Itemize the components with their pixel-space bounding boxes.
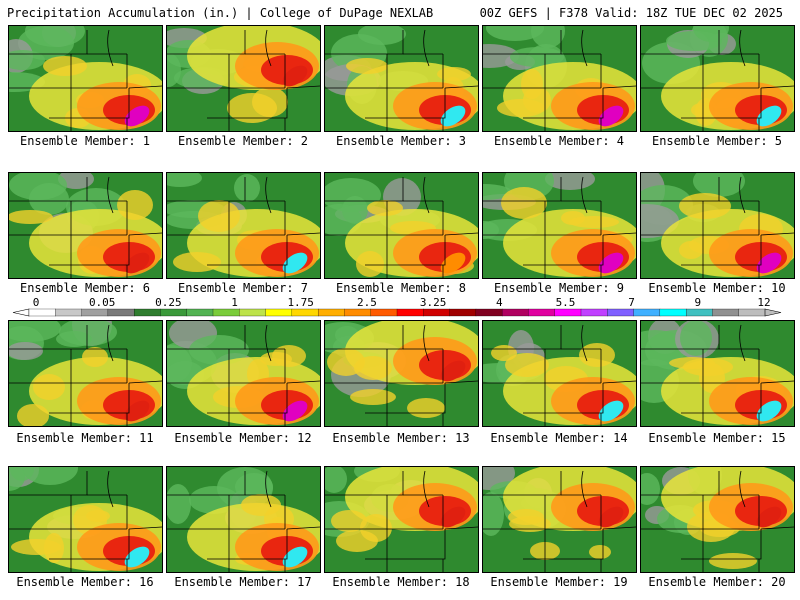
ensemble-member-label: Ensemble Member: 11: [16, 431, 154, 445]
run-info: 00Z GEFS | F378 Valid: 18Z TUE DEC 02 20…: [479, 6, 783, 20]
colorbar-swatch: [738, 308, 766, 317]
colorbar-swatch: [475, 308, 503, 317]
ensemble-member-label: Ensemble Member: 18: [332, 575, 470, 589]
colorbar-swatch: [396, 308, 424, 317]
ensemble-panel-5: [640, 25, 795, 132]
colorbar-swatch: [501, 308, 529, 317]
colorbar-tick-label: 7: [628, 297, 635, 309]
colorbar-swatch: [607, 308, 635, 317]
map-title: Precipitation Accumulation (in.) | Colle…: [7, 6, 434, 20]
colorbar-swatch: [554, 308, 582, 317]
colorbar-swatch: [317, 308, 345, 317]
ensemble-member-label: Ensemble Member: 2: [177, 134, 309, 148]
ensemble-member-label: Ensemble Member: 17: [174, 575, 312, 589]
ensemble-member-label: Ensemble Member: 5: [651, 134, 783, 148]
colorbar-swatch: [580, 308, 608, 317]
colorbar-swatch: [685, 308, 713, 317]
colorbar-tick-label: 2.5: [357, 297, 377, 309]
colorbar-max-arrow: [764, 308, 782, 317]
ensemble-panel-13: [324, 320, 479, 427]
colorbar-tick-label: 1.75: [287, 297, 314, 309]
ensemble-member-label: Ensemble Member: 16: [16, 575, 154, 589]
colorbar-swatch: [160, 308, 188, 317]
ensemble-member-label: Ensemble Member: 8: [335, 281, 467, 295]
colorbar-swatch: [712, 308, 740, 317]
ensemble-panel-9: [482, 172, 637, 279]
colorbar-swatch: [370, 308, 398, 317]
colorbar-tick-label: 0.05: [89, 297, 116, 309]
colorbar-min-arrow: [12, 308, 30, 317]
precip-colorbar: 0 0.05 0.25 1 1.75 2.5 3.25 4 5.5 7 9 12: [12, 297, 782, 317]
ensemble-panel-16: [8, 466, 163, 573]
ensemble-panel-19: [482, 466, 637, 573]
ensemble-panel-14: [482, 320, 637, 427]
colorbar-tick-label: 0: [33, 297, 40, 309]
ensemble-member-label: Ensemble Member: 3: [335, 134, 467, 148]
ensemble-member-label: Ensemble Member: 4: [493, 134, 625, 148]
ensemble-member-label: Ensemble Member: 15: [648, 431, 786, 445]
ensemble-panel-3: [324, 25, 479, 132]
colorbar-swatch: [28, 308, 56, 317]
ensemble-panel-15: [640, 320, 795, 427]
colorbar-swatch: [659, 308, 687, 317]
colorbar-tick-label: 5.5: [556, 297, 576, 309]
ensemble-member-label: Ensemble Member: 9: [493, 281, 625, 295]
ensemble-panel-18: [324, 466, 479, 573]
ensemble-panel-20: [640, 466, 795, 573]
colorbar-tick-label: 1: [231, 297, 238, 309]
colorbar-swatch: [528, 308, 556, 317]
ensemble-member-label: Ensemble Member: 19: [490, 575, 628, 589]
ensemble-panel-6: [8, 172, 163, 279]
ensemble-member-label: Ensemble Member: 1: [19, 134, 151, 148]
ensemble-panel-2: [166, 25, 321, 132]
ensemble-member-label: Ensemble Member: 12: [174, 431, 312, 445]
colorbar-swatch: [344, 308, 372, 317]
colorbar-swatch: [133, 308, 161, 317]
colorbar-tick-label: 12: [757, 297, 770, 309]
ensemble-panel-8: [324, 172, 479, 279]
colorbar-swatch: [423, 308, 451, 317]
colorbar-tick-label: 4: [496, 297, 503, 309]
ensemble-panel-12: [166, 320, 321, 427]
ensemble-member-label: Ensemble Member: 7: [177, 281, 309, 295]
ensemble-member-label: Ensemble Member: 14: [490, 431, 628, 445]
colorbar-swatch: [291, 308, 319, 317]
ensemble-member-label: Ensemble Member: 10: [648, 281, 786, 295]
ensemble-member-label: Ensemble Member: 6: [19, 281, 151, 295]
ensemble-panel-7: [166, 172, 321, 279]
ensemble-panel-11: [8, 320, 163, 427]
colorbar-swatch: [186, 308, 214, 317]
colorbar-swatch: [212, 308, 240, 317]
colorbar-swatch: [265, 308, 293, 317]
ensemble-panel-17: [166, 466, 321, 573]
colorbar-tick-label: 3.25: [420, 297, 447, 309]
ensemble-panel-1: [8, 25, 163, 132]
colorbar-tick-label: 9: [694, 297, 701, 309]
ensemble-panel-4: [482, 25, 637, 132]
colorbar-swatch: [239, 308, 267, 317]
colorbar-swatch: [55, 308, 83, 317]
colorbar-swatch: [107, 308, 135, 317]
colorbar-swatch: [449, 308, 477, 317]
ensemble-member-label: Ensemble Member: 13: [332, 431, 470, 445]
ensemble-panel-10: [640, 172, 795, 279]
ensemble-member-label: Ensemble Member: 20: [648, 575, 786, 589]
colorbar-tick-label: 0.25: [155, 297, 182, 309]
colorbar-swatch: [633, 308, 661, 317]
colorbar-swatch: [81, 308, 109, 317]
